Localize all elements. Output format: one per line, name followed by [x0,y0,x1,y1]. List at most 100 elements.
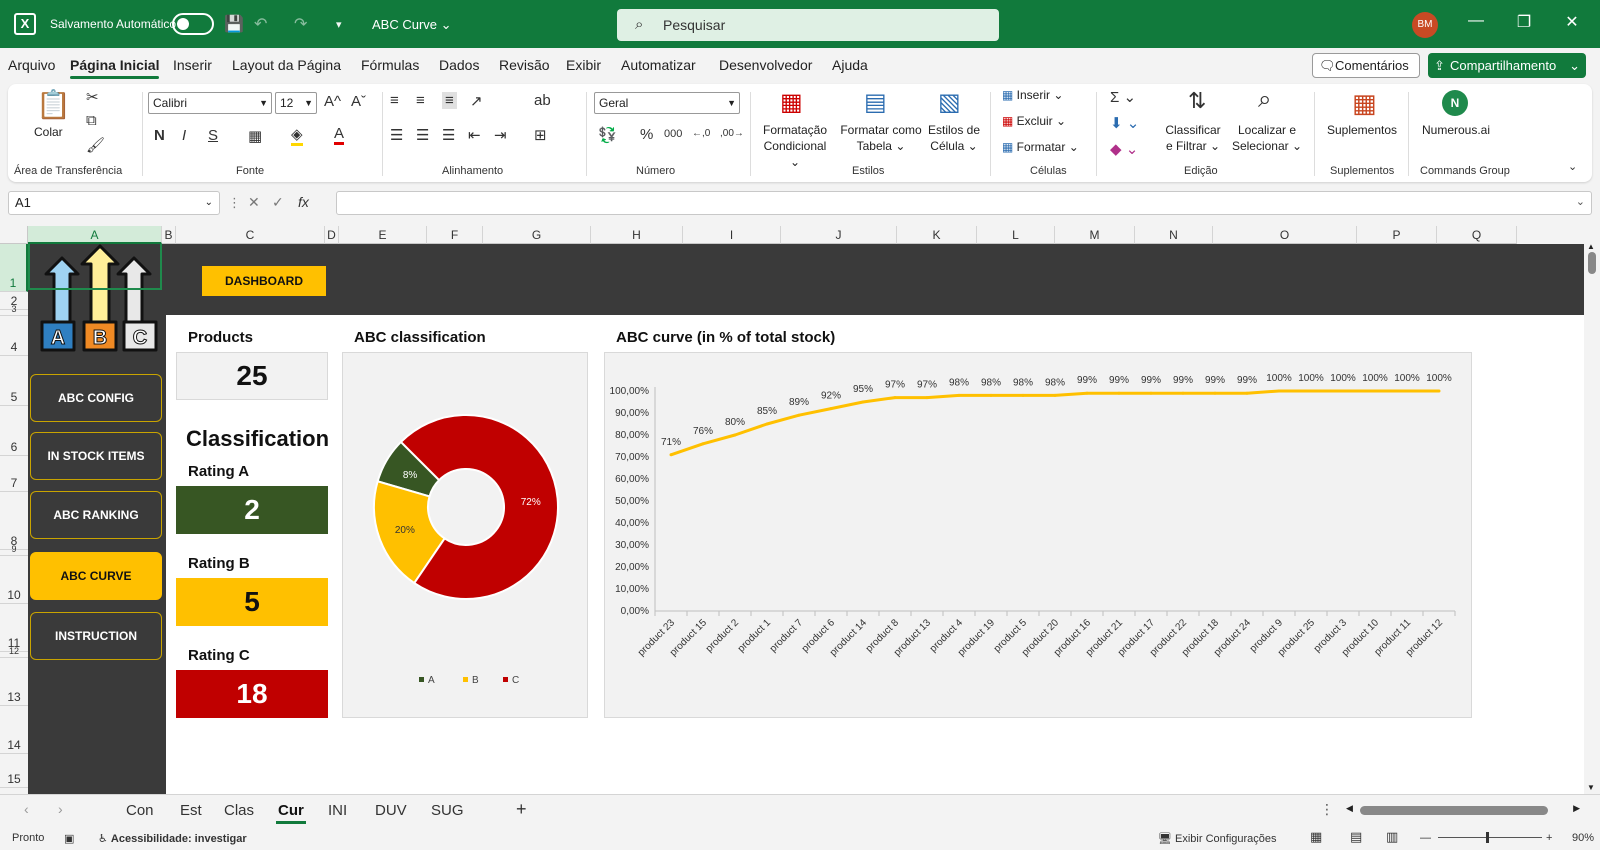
conditional-formatting-icon[interactable]: ▦ [780,89,803,116]
align-middle-icon[interactable]: ≡ [416,92,425,109]
row-header-14[interactable]: 14 [0,706,28,754]
avatar[interactable]: BM [1412,12,1438,38]
align-top-icon[interactable]: ≡ [390,92,399,109]
sort-filter-button[interactable]: Classificar e Filtrar ⌄ [1165,123,1221,153]
document-title[interactable]: ABC Curve ⌄ [372,17,452,32]
insert-cells-button[interactable]: ▦ Inserir ⌄ [1002,88,1064,102]
formula-input[interactable]: ⌄ [336,191,1592,215]
column-header-k[interactable]: K [897,226,977,244]
column-header-i[interactable]: I [683,226,781,244]
numerous-ai-button[interactable]: Numerous.ai [1421,123,1491,137]
autosum-icon[interactable]: Σ ⌄ [1110,89,1137,106]
column-header-l[interactable]: L [977,226,1055,244]
find-select-button[interactable]: Localizar e Selecionar ⌄ [1231,123,1303,153]
sheet-tab-cur[interactable]: Cur [276,802,306,824]
tab-dados[interactable]: Dados [439,57,480,73]
sheet-tab-ini[interactable]: INI [328,802,348,819]
tab-desenvolvedor[interactable]: Desenvolvedor [719,57,813,73]
sheet-options-icon[interactable]: ⋮ [1320,801,1334,817]
insert-function-icon[interactable]: fx [298,194,309,210]
font-name-select[interactable]: Calibri ▼ [148,92,272,114]
align-bottom-icon[interactable]: ≡ [442,92,457,109]
column-header-d[interactable]: D [325,226,339,244]
tab-ajuda[interactable]: Ajuda [832,57,868,73]
font-color-icon[interactable]: A [334,125,345,145]
expand-formula-icon[interactable]: ⌄ [1575,196,1585,208]
tab-inserir[interactable]: Inserir [173,57,212,73]
restore-icon[interactable]: ❐ [1516,14,1532,31]
normal-view-icon[interactable]: ▦ [1310,829,1323,844]
zoom-slider[interactable] [1438,837,1542,838]
cell-styles-icon[interactable]: ▧ [938,89,961,116]
align-right-icon[interactable]: ☰ [442,127,456,144]
column-header-o[interactable]: O [1213,226,1357,244]
page-layout-icon[interactable]: ▤ [1350,829,1363,844]
display-settings-button[interactable]: 🖥 Exibir Configurações [1158,833,1277,845]
abc-ranking-button[interactable]: ABC RANKING [30,491,162,539]
tab-layout-da-pagina[interactable]: Layout da Página [232,57,341,73]
column-header-f[interactable]: F [427,226,483,244]
row-header-8[interactable]: 8 [0,492,28,550]
row-header-13[interactable]: 13 [0,658,28,706]
column-header-p[interactable]: P [1357,226,1437,244]
sheet-tab-sug[interactable]: SUG [431,802,464,819]
close-icon[interactable]: ✕ [1565,14,1579,31]
fill-icon[interactable]: ⬇ ⌄ [1110,115,1140,132]
scrollbar-thumb[interactable] [1360,806,1548,815]
column-header-g[interactable]: G [483,226,591,244]
sheet-tab-est[interactable]: Est [180,802,202,819]
clear-icon[interactable]: ◆ ⌄ [1110,141,1139,158]
autosave-toggle[interactable] [172,13,214,35]
orientation-icon[interactable]: ↗ [470,93,483,110]
tab-arquivo[interactable]: Arquivo [8,57,56,73]
addins-button[interactable]: Suplementos [1326,123,1398,137]
dashboard-button[interactable]: DASHBOARD [202,266,326,296]
prev-sheet-icon[interactable]: ‹ [24,801,29,817]
paste-icon[interactable]: 📋 [36,89,71,120]
zoom-in-icon[interactable]: + [1546,832,1553,844]
worksheet-grid[interactable]: A B C DASHBOARD ABC CONFIG IN STOCK ITEM… [28,244,1584,794]
macro-record-icon[interactable]: ▣ [64,833,75,845]
row-header-2[interactable]: 2 [0,292,28,310]
delete-cells-button[interactable]: ▦ Excluir ⌄ [1002,114,1067,128]
currency-icon[interactable]: 💱 [598,127,617,144]
customize-toolbar-icon[interactable]: ▾ [336,19,342,31]
row-header-11[interactable]: 11 [0,604,28,652]
search-input[interactable]: ⌕ Pesquisar [617,9,999,41]
row-header-4[interactable]: 4 [0,316,28,356]
name-box[interactable]: A1 ⌄ [8,191,220,215]
cancel-icon[interactable]: ✕ [248,194,260,210]
column-header-a[interactable]: A [28,226,162,244]
fill-color-icon[interactable]: ◈ [291,125,303,146]
find-icon[interactable]: ⌕ [1258,86,1272,113]
scroll-left-icon[interactable]: ◀ [1346,803,1353,813]
zoom-level[interactable]: 90% [1572,832,1595,844]
minimize-icon[interactable]: — [1468,12,1484,29]
add-sheet-icon[interactable]: + [516,799,527,819]
select-all-corner[interactable] [0,226,28,244]
horizontal-scrollbar[interactable]: ◀ ▶ [1346,803,1580,817]
instruction-button[interactable]: INSTRUCTION [30,612,162,660]
row-header-5[interactable]: 5 [0,356,28,406]
row-header-3[interactable]: 3 [0,304,28,316]
row-header-6[interactable]: 6 [0,406,28,456]
sort-filter-icon[interactable]: ⇅ [1188,88,1207,113]
percent-icon[interactable]: % [640,126,654,143]
sheet-tab-con[interactable]: Con [126,802,154,819]
borders-icon[interactable]: ▦ [248,128,263,145]
abc-curve-button[interactable]: ABC CURVE [30,552,162,600]
more-options-icon[interactable]: ⋮ [228,195,241,210]
format-as-table-icon[interactable]: ▤ [864,89,887,116]
numerous-ai-icon[interactable]: N [1442,90,1468,116]
row-header-1[interactable]: 1 [0,244,28,292]
scroll-right-icon[interactable]: ▶ [1573,803,1580,813]
format-cells-button[interactable]: ▦ Formatar ⌄ [1002,140,1079,154]
merge-center-icon[interactable]: ⊞ [534,127,547,144]
align-left-icon[interactable]: ☰ [390,127,404,144]
redo-icon[interactable]: ↷ [294,16,308,33]
line-chart-panel[interactable]: 0,00% 10,00% 20,00% 30,00% 40,00% 50,00% 60,00… [604,352,1472,718]
in-stock-items-button[interactable]: IN STOCK ITEMS [30,432,162,480]
scroll-up-icon[interactable]: ▲ [1587,242,1595,251]
confirm-icon[interactable]: ✓ [272,194,284,210]
align-center-icon[interactable]: ☰ [416,127,430,144]
